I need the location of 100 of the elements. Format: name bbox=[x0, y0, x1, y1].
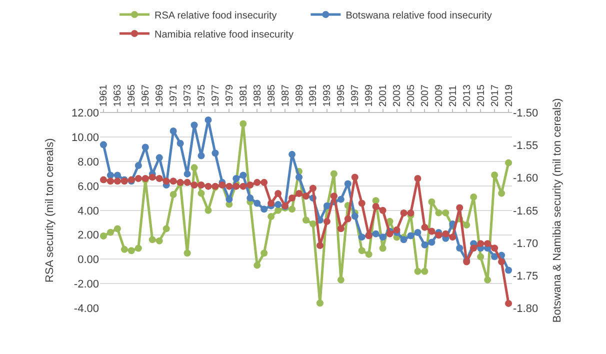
point bbox=[260, 206, 268, 213]
point bbox=[302, 216, 310, 224]
legend-label: Namibia relative food insecurity bbox=[154, 29, 294, 40]
point bbox=[435, 232, 442, 239]
point bbox=[505, 159, 512, 166]
point bbox=[491, 244, 498, 252]
y2-tick-label: -1.70 bbox=[513, 238, 538, 250]
point bbox=[204, 206, 212, 214]
x-tick-label: 1973 bbox=[182, 84, 194, 107]
point bbox=[120, 246, 128, 253]
y-tick-label: 4.00 bbox=[78, 205, 99, 218]
point bbox=[351, 212, 358, 220]
point bbox=[337, 225, 344, 232]
point bbox=[246, 182, 254, 189]
point bbox=[190, 182, 198, 189]
x-tick-label: 1967 bbox=[140, 84, 152, 107]
point bbox=[100, 141, 107, 148]
point bbox=[351, 174, 358, 181]
point bbox=[505, 300, 512, 307]
y2-tick-label: -1.65 bbox=[513, 205, 538, 218]
point bbox=[148, 174, 156, 181]
point bbox=[190, 164, 198, 172]
x-tick-label: 2019 bbox=[504, 84, 515, 107]
y2-tick-label: -1.60 bbox=[513, 172, 538, 185]
point bbox=[414, 229, 422, 236]
point bbox=[393, 226, 400, 234]
y-tick-label: 10.00 bbox=[71, 132, 99, 144]
point bbox=[442, 209, 450, 216]
point bbox=[358, 234, 366, 241]
point bbox=[428, 228, 436, 235]
point bbox=[372, 202, 380, 210]
point bbox=[198, 182, 205, 189]
point bbox=[114, 178, 121, 185]
x-tick-label: 1987 bbox=[280, 84, 292, 107]
point bbox=[330, 170, 338, 178]
point bbox=[240, 182, 247, 190]
point bbox=[498, 190, 506, 197]
point bbox=[288, 150, 296, 158]
point bbox=[484, 276, 492, 284]
x-tick-label: 1971 bbox=[168, 84, 180, 107]
y-tick-label: 0.00 bbox=[78, 254, 99, 266]
point bbox=[288, 206, 296, 213]
point bbox=[134, 244, 142, 252]
point bbox=[198, 152, 205, 160]
point bbox=[274, 190, 282, 197]
point bbox=[449, 234, 456, 241]
x-tick-label: 1985 bbox=[266, 84, 278, 107]
point bbox=[274, 201, 282, 208]
point bbox=[309, 184, 316, 192]
point bbox=[456, 204, 464, 212]
point bbox=[407, 209, 414, 216]
y2-tick-label: -1.75 bbox=[513, 270, 538, 282]
y-tick-label: -2.00 bbox=[74, 278, 99, 290]
x-tick-label: 2013 bbox=[462, 84, 473, 107]
point bbox=[198, 190, 205, 197]
y-tick-label: 12.00 bbox=[71, 108, 99, 120]
point bbox=[400, 236, 408, 244]
y2-tick-label: -1.55 bbox=[513, 140, 538, 152]
point bbox=[148, 236, 156, 244]
point bbox=[274, 206, 282, 214]
legend-label: Botswana relative food insecurity bbox=[346, 10, 492, 22]
point bbox=[134, 175, 142, 182]
y2-tick-label: -1.80 bbox=[513, 302, 538, 315]
point bbox=[184, 250, 191, 257]
point bbox=[204, 116, 212, 124]
point bbox=[344, 215, 352, 222]
point bbox=[442, 230, 450, 238]
x-tick-label: 1999 bbox=[364, 84, 376, 107]
point bbox=[470, 193, 478, 200]
point bbox=[240, 120, 247, 128]
x-tick-label: 2009 bbox=[434, 84, 445, 107]
x-tick-label: 1989 bbox=[294, 84, 306, 107]
point bbox=[106, 228, 114, 236]
point bbox=[128, 247, 135, 254]
point bbox=[330, 192, 338, 200]
point bbox=[323, 218, 330, 225]
point bbox=[260, 178, 268, 186]
point bbox=[470, 244, 478, 252]
y2-axis-title: Botswana & Namibia security (mil ton cereals) bbox=[551, 98, 564, 323]
point bbox=[421, 268, 428, 275]
y-tick-label: 8.00 bbox=[78, 156, 99, 168]
point bbox=[372, 197, 380, 204]
point bbox=[156, 154, 163, 162]
point bbox=[372, 230, 380, 238]
point bbox=[428, 198, 436, 206]
point bbox=[226, 196, 233, 203]
point bbox=[491, 172, 498, 178]
point bbox=[142, 144, 149, 151]
y-tick-label: 2.00 bbox=[78, 230, 99, 242]
point bbox=[296, 174, 303, 181]
point bbox=[491, 253, 498, 260]
x-tick-label: 2017 bbox=[490, 84, 501, 107]
point bbox=[316, 242, 324, 250]
point bbox=[100, 176, 107, 184]
x-tick-label: 1975 bbox=[196, 84, 208, 107]
x-tick-label: 1965 bbox=[126, 84, 138, 107]
point bbox=[477, 240, 484, 248]
point bbox=[134, 162, 142, 169]
point bbox=[344, 180, 352, 188]
point bbox=[232, 182, 240, 190]
